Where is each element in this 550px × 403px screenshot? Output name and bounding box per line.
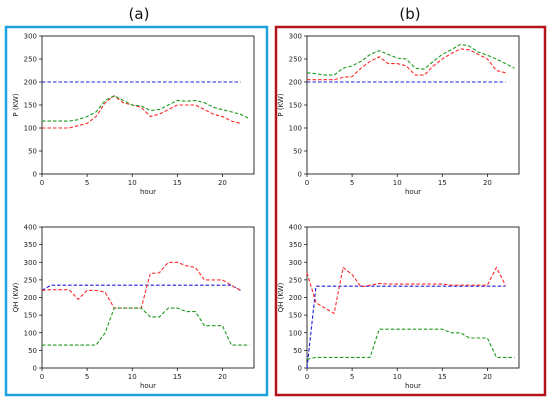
y-axis-label: P (KW) (277, 93, 285, 116)
y-tick-label: 250 (289, 56, 302, 64)
y-tick-label: 200 (24, 294, 37, 302)
y-tick-label: 300 (24, 33, 37, 41)
y-tick-label: 50 (293, 347, 302, 355)
y-axis-label: QH (KW) (277, 282, 285, 312)
series-line-red (42, 95, 241, 129)
series-line-green (306, 328, 515, 360)
x-tick-label: 15 (438, 373, 447, 381)
y-tick-label: 350 (24, 241, 37, 249)
y-axis-label: P (KW) (12, 93, 20, 116)
x-tick-label: 5 (85, 179, 89, 187)
series-line-green (42, 307, 250, 346)
x-tick-label: 10 (393, 373, 402, 381)
panel-frame-a (4, 25, 269, 397)
y-tick-label: 250 (24, 56, 37, 64)
y-tick-label: 0 (298, 365, 302, 373)
y-tick-label: 100 (24, 125, 37, 133)
y-tick-label: 250 (24, 276, 37, 284)
y-tick-label: 300 (289, 33, 302, 41)
y-tick-label: 250 (289, 276, 302, 284)
y-tick-label: 0 (33, 365, 37, 373)
y-tick-label: 100 (289, 329, 302, 337)
x-axis-label: hour (140, 188, 156, 196)
y-tick-label: 300 (289, 259, 302, 267)
x-tick-label: 0 (40, 373, 44, 381)
y-tick-label: 200 (289, 79, 302, 87)
y-tick-label: 150 (289, 312, 302, 320)
x-axis-label: hour (140, 382, 156, 390)
y-tick-label: 50 (28, 347, 37, 355)
x-tick-label: 10 (128, 179, 137, 187)
panel-label-a: (a) (129, 5, 150, 23)
y-tick-label: 200 (24, 79, 37, 87)
y-tick-label: 150 (24, 102, 37, 110)
x-axis-label: hour (405, 188, 421, 196)
x-tick-label: 5 (350, 179, 354, 187)
y-tick-label: 200 (289, 294, 302, 302)
x-tick-label: 20 (218, 373, 227, 381)
panel-label-b: (b) (399, 5, 420, 23)
x-tick-label: 15 (173, 179, 182, 187)
panel-frame-b (274, 25, 547, 397)
y-tick-label: 300 (24, 259, 37, 267)
x-tick-label: 10 (128, 373, 137, 381)
series-line-green (306, 43, 515, 76)
x-tick-label: 0 (40, 179, 44, 187)
y-axis-label: QH (KW) (12, 282, 20, 312)
x-tick-label: 20 (483, 179, 492, 187)
x-tick-label: 0 (305, 179, 309, 187)
y-tick-label: 0 (33, 171, 37, 179)
series-line-red (307, 48, 506, 81)
series-line-red (306, 266, 506, 315)
x-tick-label: 0 (305, 373, 309, 381)
x-tick-label: 20 (218, 179, 227, 187)
series-line-blue (41, 284, 241, 291)
y-tick-label: 150 (24, 312, 37, 320)
y-tick-label: 400 (24, 224, 37, 232)
x-tick-label: 15 (438, 179, 447, 187)
y-tick-label: 50 (293, 148, 302, 156)
y-tick-label: 350 (289, 241, 302, 249)
series-line-green (42, 95, 250, 122)
x-tick-label: 5 (350, 373, 354, 381)
y-tick-label: 150 (289, 102, 302, 110)
x-tick-label: 20 (483, 373, 492, 381)
x-tick-label: 5 (85, 373, 89, 381)
y-tick-label: 50 (28, 148, 37, 156)
y-tick-label: 100 (24, 329, 37, 337)
y-tick-label: 100 (289, 125, 302, 133)
x-tick-label: 10 (393, 179, 402, 187)
y-tick-label: 400 (289, 224, 302, 232)
y-tick-label: 0 (298, 171, 302, 179)
x-axis-label: hour (405, 382, 421, 390)
x-tick-label: 15 (173, 373, 182, 381)
